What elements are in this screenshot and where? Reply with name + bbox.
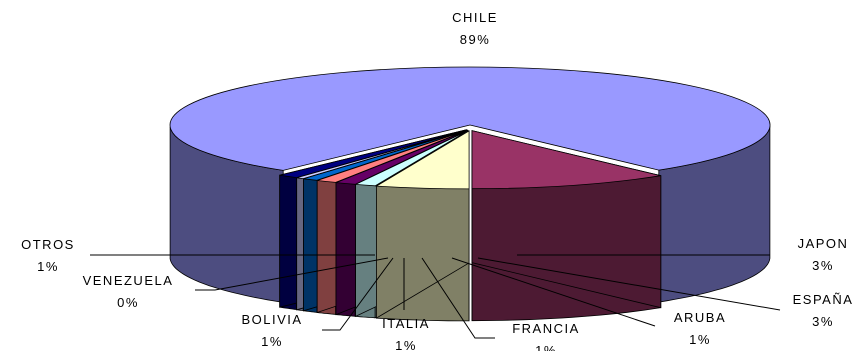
value-chile: 89% bbox=[460, 32, 491, 47]
slice-chile bbox=[169, 66, 771, 171]
slice-labels: CHILE 89% JAPON 3% ESPAÑA 3% ARUBA 1% FRANCIA 1% I… bbox=[21, 10, 854, 351]
leader-espa-a bbox=[477, 257, 781, 311]
label-otros: OTROS bbox=[21, 237, 75, 252]
leader-aruba bbox=[451, 257, 656, 327]
leader-bolivia bbox=[322, 257, 394, 331]
slice-espa-a bbox=[375, 130, 470, 190]
label-espa-a: ESPAÑA bbox=[793, 292, 854, 307]
leader-lines bbox=[90, 254, 781, 339]
label-francia: FRANCIA bbox=[512, 321, 580, 336]
label-aruba: ARUBA bbox=[674, 310, 726, 325]
slice-italia bbox=[317, 129, 468, 183]
label-italia: ITALIA bbox=[382, 316, 430, 331]
value-francia: 1% bbox=[535, 343, 557, 351]
value-japon: 3% bbox=[812, 258, 834, 273]
leader-francia bbox=[421, 257, 495, 339]
label-venezuela: VENEZUELA bbox=[83, 273, 174, 288]
slice-otros bbox=[279, 129, 467, 179]
value-aruba: 1% bbox=[689, 332, 711, 347]
leader-venezuela bbox=[195, 257, 389, 291]
slice-japon bbox=[471, 130, 661, 190]
value-bolivia: 1% bbox=[261, 334, 283, 349]
label-japon: JAPON bbox=[798, 236, 849, 251]
value-venezuela: 0% bbox=[117, 295, 139, 310]
label-bolivia: BOLIVIA bbox=[241, 312, 302, 327]
value-otros: 1% bbox=[37, 259, 59, 274]
slice-venezuela bbox=[296, 129, 467, 180]
value-italia: 1% bbox=[395, 338, 417, 351]
slice-aruba bbox=[354, 130, 469, 187]
value-espa-a: 3% bbox=[812, 314, 834, 329]
slice-bolivia bbox=[303, 129, 467, 181]
pie-top-faces bbox=[169, 66, 771, 190]
label-chile: CHILE bbox=[452, 10, 498, 25]
